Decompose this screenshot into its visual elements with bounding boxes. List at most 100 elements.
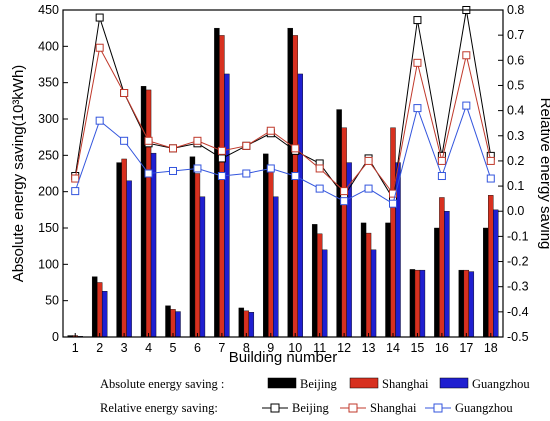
plot-frame: [62, 9, 504, 338]
y-right-tick-label--0.5: -0.5: [507, 330, 529, 344]
bar-beijing-4: [140, 86, 147, 338]
bar-beijing-16: [434, 227, 440, 338]
y-tick-label-50: 50: [45, 294, 59, 308]
bar-beijing-3: [116, 162, 122, 338]
line-guangzhou: [74, 104, 492, 205]
marker-shanghai-2: [95, 43, 104, 52]
x-tick-label-16: 16: [435, 341, 449, 355]
bar-shanghai-7: [219, 35, 225, 338]
legend-label-line-guangzhou: Guangzhou: [455, 401, 513, 415]
y-right-tick-label-0.0: 0.0: [507, 204, 524, 218]
bar-guangzhou-7: [224, 73, 230, 338]
marker-shanghai-12: [340, 187, 349, 196]
bar-guangzhou-2: [101, 291, 108, 338]
line-shanghai: [74, 46, 492, 195]
bar-shanghai-13: [365, 232, 372, 338]
marker-beijing-15: [413, 16, 422, 25]
bar-beijing-5: [165, 305, 171, 338]
y-right-tick-label-0.3: 0.3: [507, 129, 524, 143]
bar-guangzhou-17: [468, 271, 475, 338]
marker-shanghai-16: [437, 156, 446, 165]
marker-shanghai-6: [193, 136, 202, 145]
bar-shanghai-16: [439, 197, 445, 338]
bar-shanghai-18: [488, 195, 494, 338]
legend-label-bar-guangzhou: Guangzhou: [472, 377, 530, 391]
marker-shanghai-9: [266, 126, 275, 135]
x-tick-label-15: 15: [410, 341, 424, 355]
bar-shanghai-15: [414, 269, 421, 338]
marker-shanghai-14: [389, 189, 397, 198]
bar-guangzhou-4: [150, 152, 157, 338]
bar-guangzhou-3: [126, 180, 132, 338]
marker-shanghai-17: [462, 51, 471, 60]
marker-guangzhou-4: [144, 169, 153, 178]
y-tick-label-0: 0: [52, 330, 59, 344]
bar-shanghai-2: [96, 282, 103, 338]
legend-swatch-bar-guangzhou: [439, 377, 469, 389]
marker-beijing-2: [95, 13, 104, 22]
x-tick-label-12: 12: [337, 341, 351, 355]
y-right-tick-label-0.2: 0.2: [507, 154, 524, 168]
y-right-tick-label-0.8: 0.8: [507, 3, 524, 17]
bar-shanghai-5: [170, 309, 176, 338]
bar-beijing-13: [360, 222, 367, 338]
bar-beijing-12: [336, 109, 342, 338]
bar-beijing-9: [263, 153, 269, 338]
marker-shanghai-3: [120, 89, 129, 98]
marker-guangzhou-10: [291, 172, 300, 181]
legend-swatch-bar-shanghai: [349, 377, 379, 389]
bar-guangzhou-16: [444, 211, 450, 338]
y-tick-label-300: 300: [38, 112, 59, 126]
legend-label-line-shanghai: Shanghai: [370, 401, 417, 415]
marker-shanghai-4: [144, 136, 153, 145]
legend-swatch-marker-guangzhou: [433, 403, 443, 413]
legend-line-title: Relative energy saving:: [100, 401, 218, 415]
x-tick-label-8: 8: [243, 341, 250, 355]
marker-guangzhou-16: [437, 172, 446, 181]
bar-shanghai-14: [390, 127, 396, 338]
y-right-tick-label--0.2: -0.2: [507, 255, 529, 269]
bar-shanghai-17: [463, 269, 470, 338]
x-tick-label-5: 5: [170, 341, 177, 355]
bar-shanghai-12: [341, 127, 347, 338]
marker-shanghai-11: [315, 164, 324, 173]
bar-shanghai-4: [145, 89, 152, 338]
legend-swatch-marker-shanghai: [348, 403, 358, 413]
marker-guangzhou-15: [413, 104, 422, 113]
marker-shanghai-5: [169, 144, 177, 153]
bar-beijing-11: [311, 224, 318, 338]
bar-guangzhou-11: [321, 249, 328, 338]
legend-label-line-beijing: Beijing: [292, 401, 330, 415]
bar-beijing-6: [189, 156, 196, 338]
x-tick-label-10: 10: [288, 341, 302, 355]
x-tick-label-7: 7: [218, 341, 225, 355]
y-right-tick-label--0.4: -0.4: [507, 305, 529, 319]
marker-guangzhou-11: [315, 184, 324, 193]
marker-shanghai-15: [413, 58, 422, 67]
marker-guangzhou-7: [217, 172, 226, 181]
y-right-tick-label-0.4: 0.4: [507, 104, 524, 118]
y-axis-title-right: Relative energy saving: [537, 98, 550, 250]
y-right-tick-label-0.5: 0.5: [507, 78, 524, 92]
x-tick-label-4: 4: [145, 341, 152, 355]
marker-shanghai-10: [291, 144, 300, 153]
bar-beijing-17: [458, 269, 465, 338]
marker-guangzhou-1: [71, 187, 80, 196]
marker-guangzhou-14: [389, 199, 397, 208]
bar-guangzhou-10: [297, 73, 303, 338]
y-tick-label-250: 250: [38, 148, 59, 162]
bar-guangzhou-18: [493, 209, 499, 338]
marker-guangzhou-18: [486, 174, 495, 183]
bar-guangzhou-15: [419, 269, 426, 338]
y-tick-label-450: 450: [38, 3, 59, 17]
marker-guangzhou-17: [462, 101, 471, 110]
x-tick-label-6: 6: [194, 341, 201, 355]
x-tick-label-13: 13: [362, 341, 376, 355]
bar-beijing-2: [91, 276, 98, 338]
marker-shanghai-1: [71, 174, 80, 183]
y-tick-label-100: 100: [38, 257, 59, 271]
y-right-tick-label-0.6: 0.6: [507, 53, 524, 67]
marker-guangzhou-5: [169, 166, 177, 175]
bar-guangzhou-6: [199, 196, 206, 338]
